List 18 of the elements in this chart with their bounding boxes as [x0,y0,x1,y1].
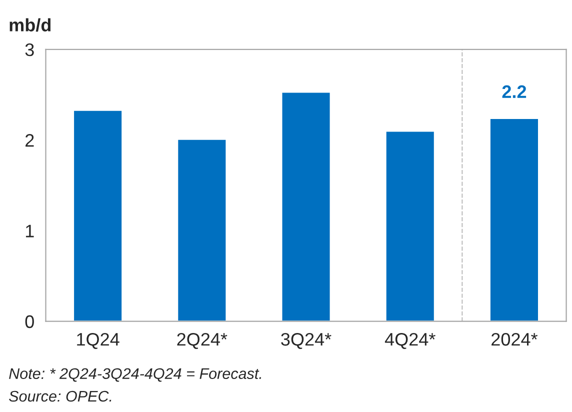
bar [72,109,123,322]
source-note: Source: OPEC. [9,390,112,402]
data-label: 2.2 [502,85,526,98]
y-tick-label: 2 [26,134,34,147]
x-tick-label: 1Q24 [77,332,120,349]
y-tick-label: 0 [25,315,34,328]
bar [176,138,228,322]
x-tick-label: 2024* [492,332,538,346]
x-tick-label: 2Q24* [177,332,228,349]
y-tick-label: 3 [25,43,34,56]
x-tick-label: 3Q24* [281,332,332,349]
bar [280,91,332,322]
y-tick-label: 1 [26,224,34,238]
text: Note: * 2Q24-3Q24-4Q24 = Forecast. [9,368,262,382]
x-tick-label: 4Q24* [384,332,436,349]
y-axis-title: mb/d [10,18,51,32]
bar [384,130,436,322]
bar [489,118,540,322]
